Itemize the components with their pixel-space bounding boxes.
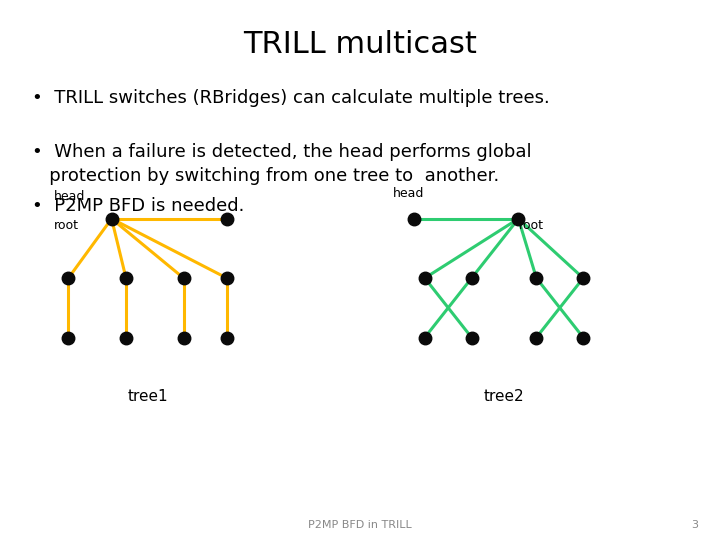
- Text: tree1: tree1: [127, 389, 168, 404]
- Text: TRILL multicast: TRILL multicast: [243, 30, 477, 59]
- Text: root: root: [518, 219, 544, 232]
- Text: head: head: [54, 190, 86, 202]
- Text: head: head: [392, 187, 424, 200]
- Text: 3: 3: [691, 520, 698, 530]
- Text: P2MP BFD in TRILL: P2MP BFD in TRILL: [308, 520, 412, 530]
- Text: tree2: tree2: [484, 389, 524, 404]
- Text: •  TRILL switches (RBridges) can calculate multiple trees.: • TRILL switches (RBridges) can calculat…: [32, 89, 550, 107]
- Text: root: root: [54, 219, 79, 232]
- Text: •  When a failure is detected, the head performs global
   protection by switchi: • When a failure is detected, the head p…: [32, 143, 532, 185]
- Text: •  P2MP BFD is needed.: • P2MP BFD is needed.: [32, 197, 245, 215]
